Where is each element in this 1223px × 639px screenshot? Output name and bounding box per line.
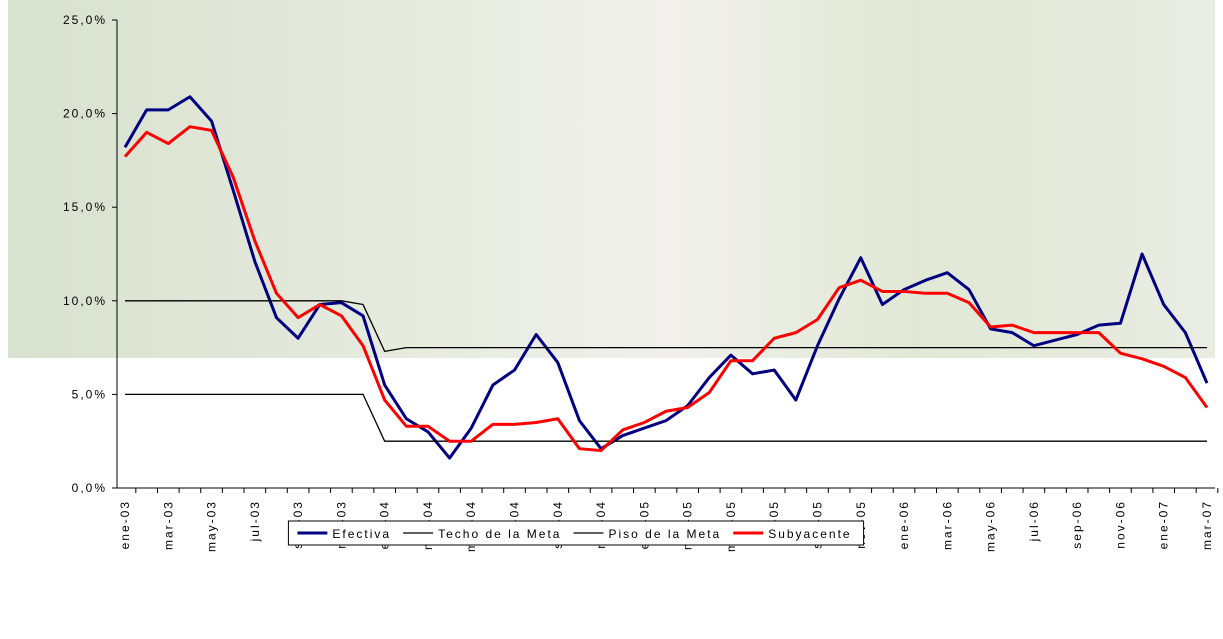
chart: 0,0% 5,0% 10,0% 15,0% 20,0% 25,0% ene-03 mar-03… — [0, 0, 1223, 634]
legend-label: Piso de la Meta — [608, 527, 721, 541]
y-tick-label: 15,0% — [63, 200, 107, 214]
x-tick-label: ene-07 — [1157, 500, 1171, 549]
x-tick-label: ene-06 — [897, 500, 911, 549]
x-tick-label: mar-06 — [940, 500, 954, 550]
x-tick-label: may-06 — [984, 500, 998, 552]
y-tick-label: 10,0% — [63, 294, 107, 308]
y-tick-label: 25,0% — [63, 13, 107, 27]
x-tick-label: jul-03 — [248, 500, 262, 542]
x-tick-label: ene-03 — [118, 500, 132, 549]
legend-label: Techo de la Meta — [438, 527, 561, 541]
legend-label: Efectiva — [332, 527, 391, 541]
x-tick-label: mar-03 — [161, 500, 175, 550]
x-tick-label: sep-06 — [1070, 500, 1084, 549]
y-tick-label: 5,0% — [72, 387, 107, 401]
x-tick-label: may-03 — [205, 500, 219, 552]
x-tick-label: jul-06 — [1027, 500, 1041, 542]
series-line — [125, 394, 1207, 441]
y-tick-label: 0,0% — [72, 481, 107, 495]
legend-label: Subyacente — [768, 527, 851, 541]
background-photo — [8, 0, 1215, 358]
legend: Efectiva Techo de la Meta Piso de la Meta S… — [288, 521, 863, 545]
x-tick-label: mar-07 — [1200, 500, 1214, 550]
y-tick-label: 20,0% — [63, 107, 107, 121]
x-tick-label: nov-06 — [1113, 500, 1127, 549]
